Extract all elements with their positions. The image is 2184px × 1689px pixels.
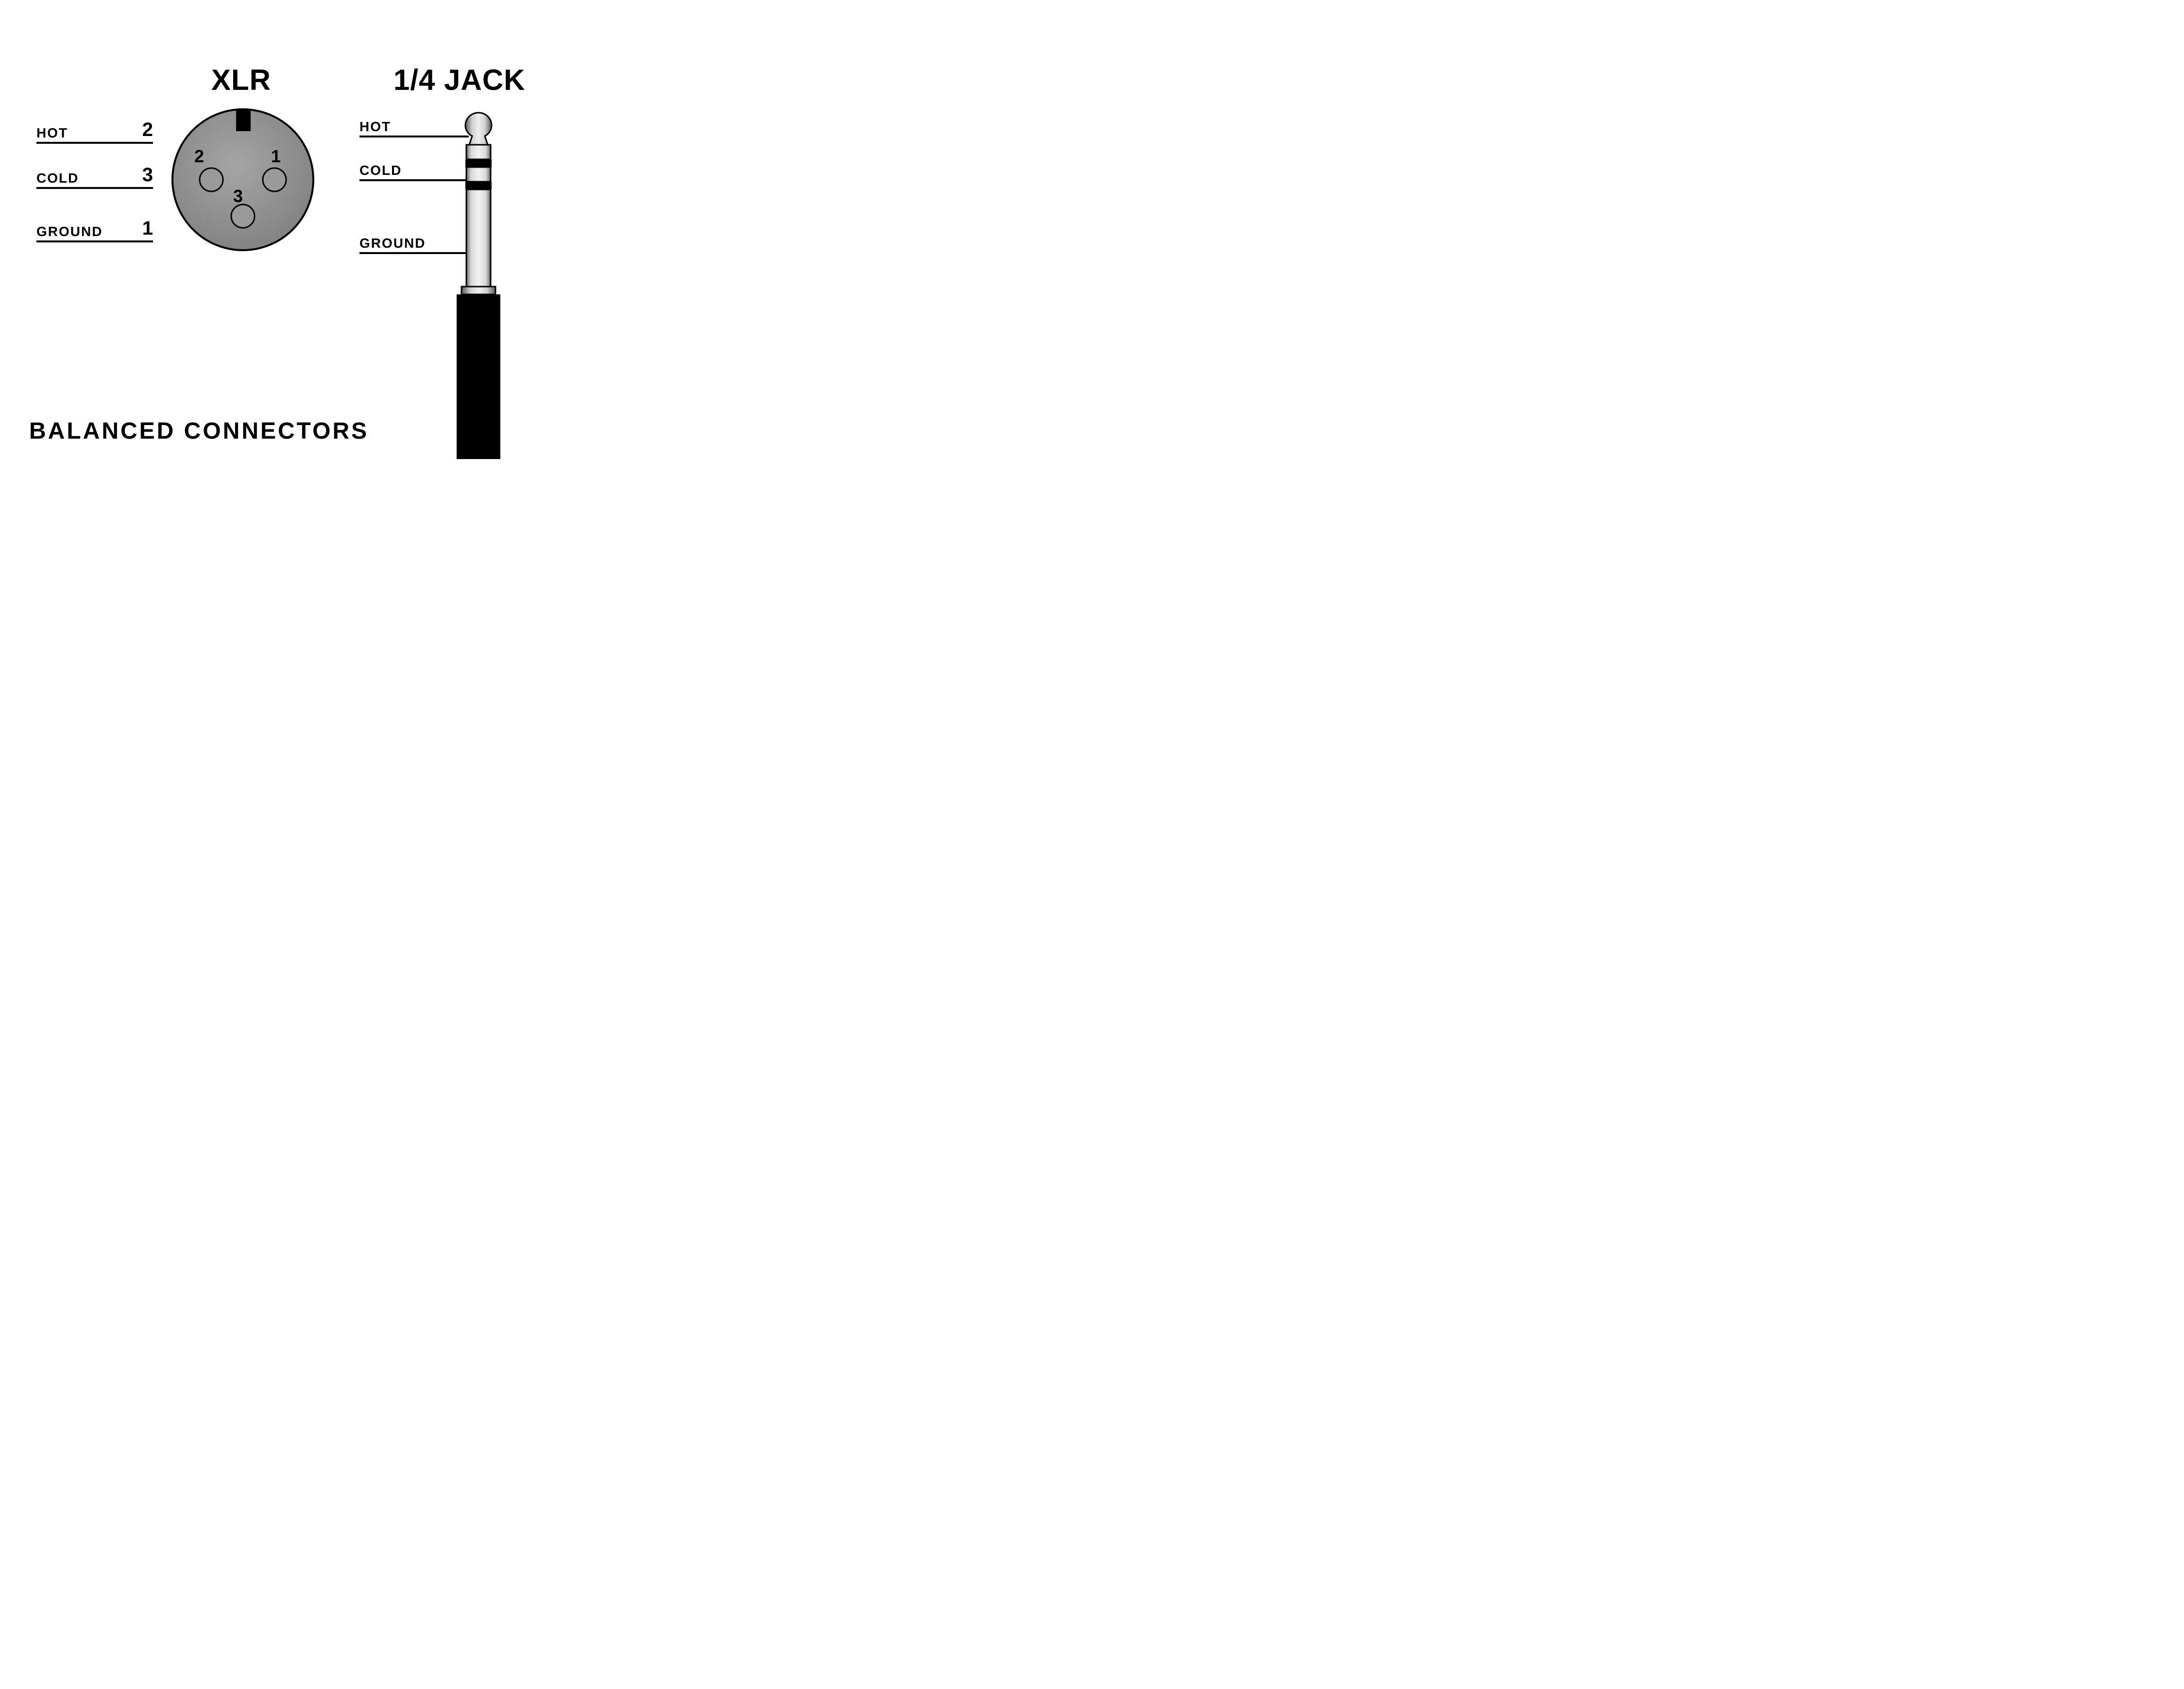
jack-label-ground: GROUND bbox=[359, 236, 426, 251]
xlr-pin-row-ground: GROUND 1 bbox=[36, 218, 153, 242]
xlr-pin-1-label: 1 bbox=[271, 146, 281, 166]
jack-connector-icon bbox=[442, 109, 529, 459]
xlr-label-cold: COLD bbox=[36, 171, 79, 186]
xlr-pin-3-label: 3 bbox=[233, 186, 243, 206]
footer-title: BALANCED CONNECTORS bbox=[29, 418, 369, 444]
xlr-num-hot: 2 bbox=[142, 119, 153, 141]
xlr-pin-2-label: 2 bbox=[194, 146, 204, 166]
xlr-num-cold: 3 bbox=[142, 164, 153, 186]
xlr-pin-row-hot: HOT 2 bbox=[36, 119, 153, 144]
jack-label-hot: HOT bbox=[359, 119, 391, 135]
title-jack: 1/4 JACK bbox=[393, 63, 525, 97]
jack-label-cold: COLD bbox=[359, 163, 402, 178]
xlr-label-ground: GROUND bbox=[36, 224, 102, 239]
xlr-connector-icon: 1 2 3 bbox=[165, 102, 321, 257]
xlr-num-ground: 1 bbox=[142, 218, 153, 239]
xlr-pin-row-cold: COLD 3 bbox=[36, 164, 153, 189]
title-xlr: XLR bbox=[211, 63, 271, 97]
xlr-label-hot: HOT bbox=[36, 125, 68, 141]
